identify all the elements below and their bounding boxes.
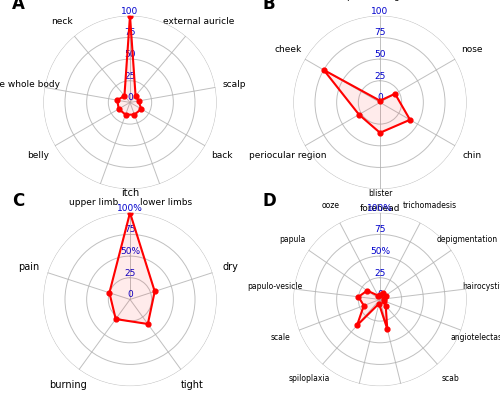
Text: A: A [12,0,25,13]
Point [382,303,390,309]
Point [376,292,384,298]
Point [126,210,134,216]
Polygon shape [110,213,154,324]
Point [120,93,128,99]
Point [353,322,361,329]
Point [132,93,140,99]
Text: B: B [262,0,274,13]
Point [380,296,388,302]
Point [355,112,363,118]
Point [130,112,138,118]
Point [376,130,384,136]
Point [320,67,328,73]
Point [106,290,114,296]
Point [112,316,120,322]
Point [391,91,399,97]
Point [375,301,383,307]
Point [150,288,158,295]
Polygon shape [357,291,388,329]
Point [363,288,371,294]
Text: D: D [262,192,276,210]
Point [380,298,388,304]
Polygon shape [324,70,410,133]
Point [113,97,121,103]
Polygon shape [117,16,141,115]
Point [122,112,130,118]
Point [144,321,152,327]
Point [354,294,362,300]
Text: C: C [12,192,24,210]
Point [138,106,145,112]
Point [382,292,390,299]
Point [134,98,142,104]
Point [379,290,387,296]
Point [114,106,122,112]
Point [374,292,382,299]
Point [126,13,134,19]
Point [384,326,392,332]
Point [406,117,414,123]
Point [360,303,368,309]
Point [376,98,384,104]
